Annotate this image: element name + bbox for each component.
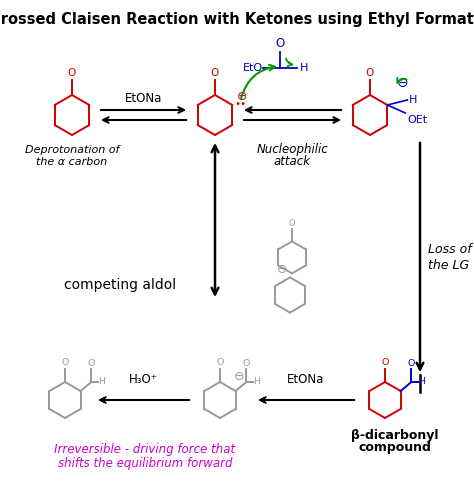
- Text: O: O: [68, 69, 76, 78]
- Text: β-dicarbonyl: β-dicarbonyl: [351, 428, 439, 441]
- Text: H: H: [410, 95, 418, 105]
- Text: O: O: [408, 359, 415, 368]
- Text: shifts the equilibrium forward: shifts the equilibrium forward: [58, 456, 232, 469]
- Text: Loss of: Loss of: [428, 243, 472, 256]
- Text: ∙∙: ∙∙: [234, 99, 246, 109]
- Text: H: H: [419, 378, 426, 387]
- Text: O: O: [243, 359, 250, 368]
- Text: ⊖: ⊖: [397, 76, 408, 90]
- Text: Deprotonation of: Deprotonation of: [25, 145, 119, 155]
- Text: EtO: EtO: [243, 63, 263, 73]
- Text: EtONa: EtONa: [287, 373, 325, 386]
- Text: ⊖: ⊖: [234, 370, 245, 383]
- Text: ⊖: ⊖: [237, 91, 247, 104]
- Text: competing aldol: competing aldol: [64, 278, 176, 292]
- Text: O: O: [366, 69, 374, 78]
- Text: O: O: [289, 219, 295, 228]
- Text: O: O: [211, 69, 219, 78]
- Text: the LG: the LG: [428, 259, 469, 272]
- Text: H₃O⁺: H₃O⁺: [129, 373, 158, 386]
- Text: Irreversible - driving force that: Irreversible - driving force that: [55, 443, 236, 456]
- Text: compound: compound: [358, 441, 431, 454]
- Text: H: H: [99, 378, 105, 387]
- Text: EtONa: EtONa: [125, 92, 162, 106]
- Text: O: O: [61, 358, 69, 367]
- Text: O: O: [381, 358, 389, 367]
- Text: the α carbon: the α carbon: [36, 157, 108, 167]
- Text: O: O: [216, 358, 224, 367]
- Text: Crossed Claisen Reaction with Ketones using Ethyl Formate: Crossed Claisen Reaction with Ketones us…: [0, 12, 474, 27]
- Text: O: O: [275, 37, 284, 50]
- Text: ⊖: ⊖: [277, 263, 287, 276]
- Text: O: O: [88, 359, 95, 368]
- Text: Nucleophilic: Nucleophilic: [256, 143, 328, 156]
- Text: attack: attack: [274, 155, 311, 168]
- Text: H: H: [254, 378, 261, 387]
- Text: H: H: [300, 63, 309, 73]
- Text: OEt: OEt: [407, 115, 428, 125]
